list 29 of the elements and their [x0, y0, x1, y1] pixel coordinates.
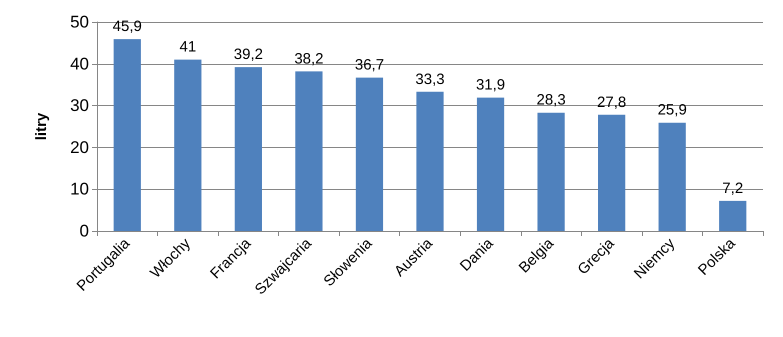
bar [295, 71, 323, 231]
data-label: 33,3 [415, 70, 445, 88]
y-tick-label: 30 [70, 96, 89, 116]
data-label: 45,9 [112, 18, 142, 36]
bar [598, 114, 626, 231]
data-label: 31,9 [476, 76, 506, 94]
data-label: 27,8 [597, 94, 626, 111]
y-tick-label: 0 [80, 222, 89, 240]
y-tick-label: 50 [70, 12, 89, 32]
data-label: 41 [179, 38, 196, 56]
y-tick-label: 20 [70, 138, 89, 157]
bar [174, 60, 202, 231]
y-tick-label: 10 [70, 180, 89, 199]
data-label: 36,7 [354, 56, 384, 74]
bar [356, 78, 384, 231]
y-tick-label: 40 [70, 54, 89, 74]
bar [658, 122, 686, 231]
bar [537, 112, 565, 231]
bar [719, 200, 746, 231]
data-label: 25,9 [658, 102, 687, 119]
y-axis-title: litry [33, 112, 50, 140]
bar [476, 98, 504, 231]
bar [416, 92, 444, 231]
data-label: 28,3 [536, 92, 566, 109]
data-label: 38,2 [294, 50, 324, 68]
bar [234, 67, 262, 231]
bar [114, 39, 141, 231]
data-label: 39,2 [234, 46, 263, 64]
data-label: 7,2 [722, 180, 744, 197]
